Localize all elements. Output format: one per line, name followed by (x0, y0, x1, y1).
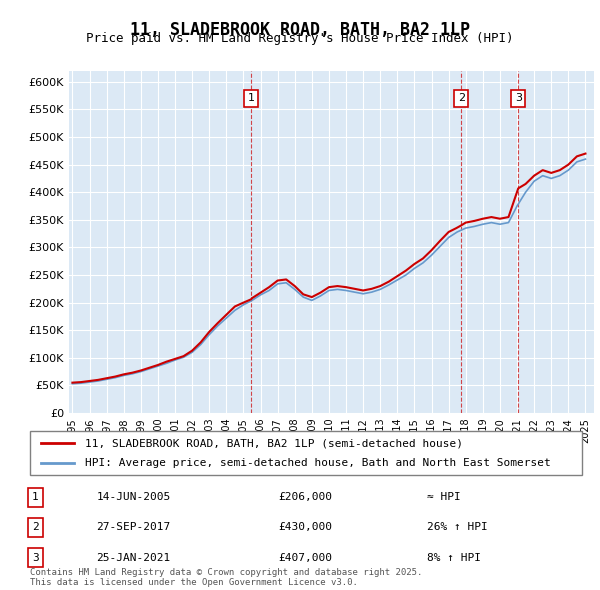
Text: £430,000: £430,000 (278, 523, 332, 532)
Text: 14-JUN-2005: 14-JUN-2005 (96, 493, 170, 502)
Text: 11, SLADEBROOK ROAD, BATH, BA2 1LP (semi-detached house): 11, SLADEBROOK ROAD, BATH, BA2 1LP (semi… (85, 438, 463, 448)
Text: 8% ↑ HPI: 8% ↑ HPI (427, 553, 481, 562)
Text: 1: 1 (32, 493, 39, 502)
Text: 3: 3 (32, 553, 39, 562)
Text: 2: 2 (458, 93, 465, 103)
Text: 1: 1 (248, 93, 254, 103)
FancyBboxPatch shape (30, 431, 582, 475)
Text: HPI: Average price, semi-detached house, Bath and North East Somerset: HPI: Average price, semi-detached house,… (85, 458, 551, 467)
Text: 11, SLADEBROOK ROAD, BATH, BA2 1LP: 11, SLADEBROOK ROAD, BATH, BA2 1LP (130, 21, 470, 39)
Text: £206,000: £206,000 (278, 493, 332, 502)
Text: £407,000: £407,000 (278, 553, 332, 562)
Text: 26% ↑ HPI: 26% ↑ HPI (427, 523, 488, 532)
Text: 2: 2 (32, 523, 39, 532)
Text: ≈ HPI: ≈ HPI (427, 493, 461, 502)
Text: 25-JAN-2021: 25-JAN-2021 (96, 553, 170, 562)
Text: Price paid vs. HM Land Registry's House Price Index (HPI): Price paid vs. HM Land Registry's House … (86, 32, 514, 45)
Text: Contains HM Land Registry data © Crown copyright and database right 2025.
This d: Contains HM Land Registry data © Crown c… (30, 568, 422, 587)
Text: 27-SEP-2017: 27-SEP-2017 (96, 523, 170, 532)
Text: 3: 3 (515, 93, 522, 103)
